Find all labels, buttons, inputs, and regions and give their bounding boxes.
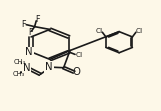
Text: N: N	[45, 62, 53, 72]
Text: N: N	[23, 63, 30, 73]
Text: Cl: Cl	[96, 28, 103, 34]
Text: CH₃: CH₃	[12, 71, 25, 77]
Text: CH₃: CH₃	[14, 59, 26, 65]
Text: O: O	[72, 67, 80, 77]
Text: F: F	[29, 28, 33, 37]
Text: N: N	[25, 47, 33, 57]
Text: F: F	[22, 20, 26, 29]
Text: Cl: Cl	[135, 28, 142, 34]
Text: F: F	[35, 15, 40, 24]
Text: Cl: Cl	[76, 52, 83, 58]
